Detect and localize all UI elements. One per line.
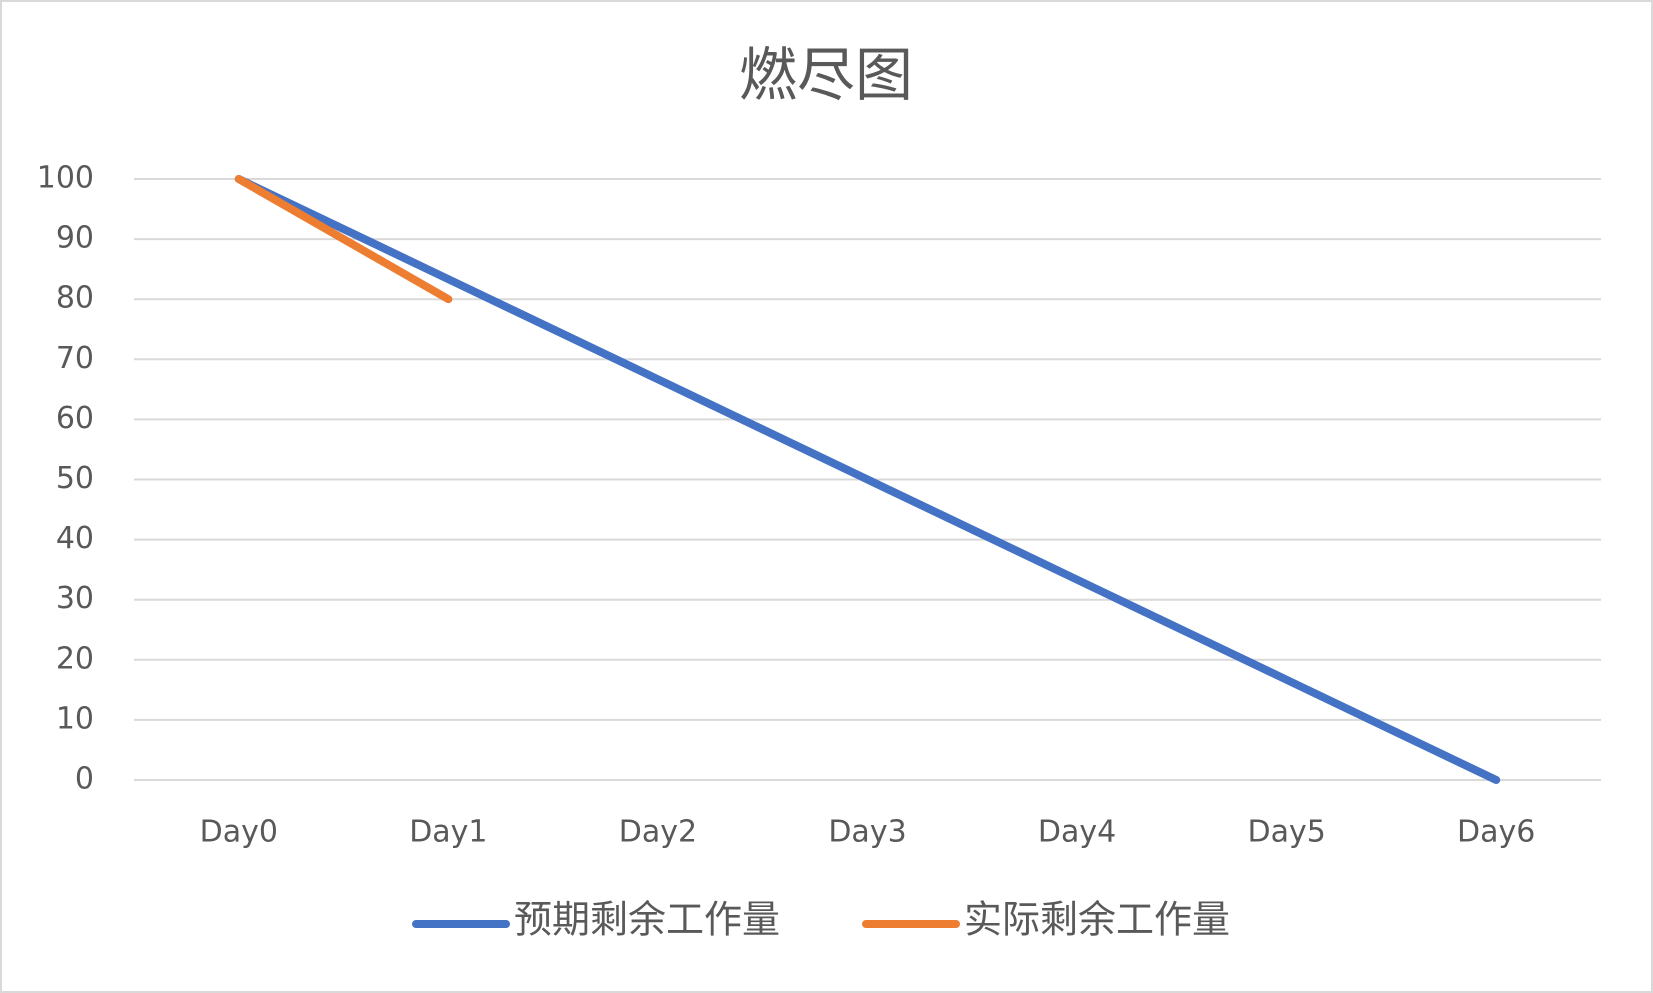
x-tick-label: Day4 bbox=[1038, 815, 1116, 850]
x-tick-label: Day1 bbox=[409, 815, 487, 850]
y-tick-label: 80 bbox=[56, 281, 94, 316]
y-tick-label: 50 bbox=[56, 461, 94, 496]
y-tick-label: 0 bbox=[75, 762, 94, 797]
chart-title: 燃尽图 bbox=[739, 41, 913, 109]
y-tick-label: 90 bbox=[56, 221, 94, 256]
series-line bbox=[234, 175, 1501, 784]
x-tick-label: Day3 bbox=[828, 815, 906, 850]
y-tick-label: 30 bbox=[56, 581, 94, 616]
y-tick-label: 100 bbox=[37, 161, 94, 196]
legend-label: 实际剩余工作量 bbox=[964, 898, 1230, 942]
y-tick-label: 70 bbox=[56, 341, 94, 376]
y-tick-label: 60 bbox=[56, 401, 94, 436]
y-tick-label: 40 bbox=[56, 521, 94, 556]
x-tick-label: Day0 bbox=[200, 815, 278, 850]
legend-label: 预期剩余工作量 bbox=[514, 898, 780, 942]
y-tick-label: 20 bbox=[56, 641, 94, 676]
x-tick-label: Day5 bbox=[1247, 815, 1325, 850]
x-tick-label: Day2 bbox=[619, 815, 697, 850]
y-tick-label: 10 bbox=[56, 701, 94, 736]
series-line bbox=[234, 175, 453, 304]
x-tick-label: Day6 bbox=[1457, 815, 1535, 850]
